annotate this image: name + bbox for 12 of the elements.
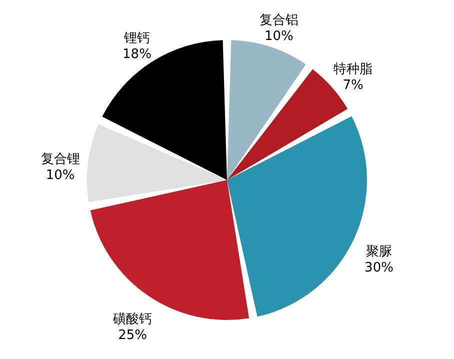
slice-label: 聚脲 <box>366 244 392 260</box>
data-label: 10% <box>46 168 75 183</box>
data-label: 25% <box>118 328 148 343</box>
data-label: 7% <box>342 78 364 93</box>
slice-label: 复合锂 <box>40 152 80 167</box>
slice-label: 复合铝 <box>259 13 298 28</box>
data-label: 10% <box>264 29 294 44</box>
data-label: 18% <box>122 47 152 62</box>
slice-label: 锂钙 <box>122 31 150 46</box>
slice-label: 磺酸钙 <box>112 312 152 327</box>
data-label: 30% <box>364 260 394 276</box>
slice-label: 特种脂 <box>334 62 373 77</box>
